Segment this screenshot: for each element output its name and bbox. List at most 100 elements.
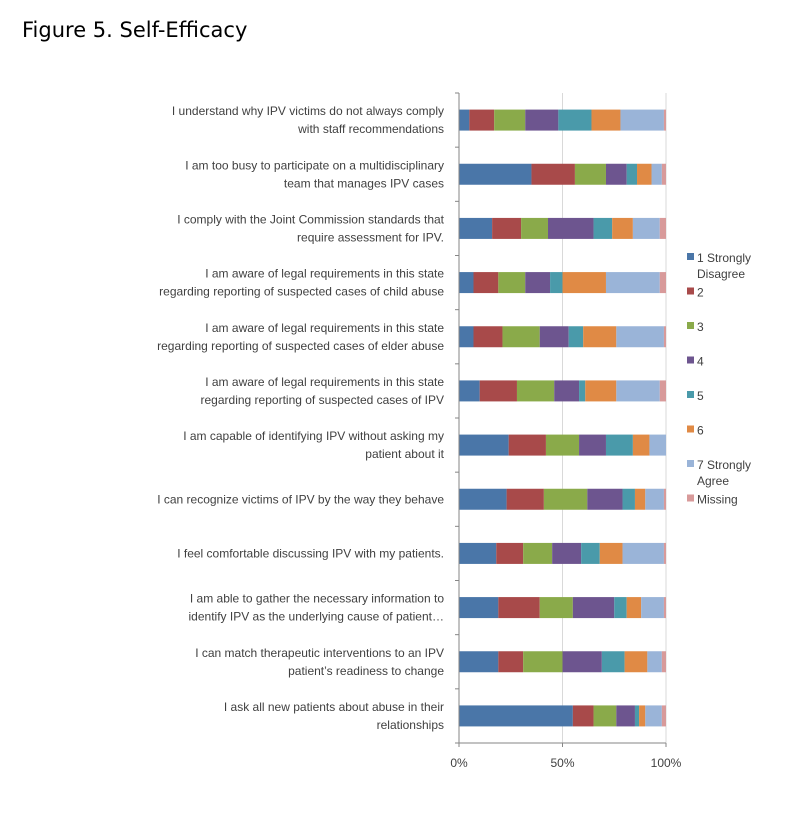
category-label: I am aware of legal requirements in this… [205, 267, 444, 281]
bar-segment [558, 109, 592, 131]
bar-segment [459, 597, 499, 619]
bar-segment [574, 163, 606, 185]
bar-segment [521, 217, 549, 239]
bar-segment [516, 380, 555, 402]
bar-segment [661, 651, 666, 673]
bar-segment [645, 488, 664, 510]
bar-segment [647, 651, 662, 673]
category-labels: I understand why IPV victims do not alwa… [157, 104, 445, 732]
bar-segment [562, 651, 602, 673]
bar-segment [659, 217, 666, 239]
bar-segment [473, 326, 503, 348]
bar-segment [459, 488, 507, 510]
bar-segment [601, 651, 625, 673]
legend-label: 1 Strongly [697, 251, 751, 265]
legend-swatch [687, 391, 694, 398]
category-label: team that manages IPV cases [284, 176, 444, 190]
category-label: I can match therapeutic interventions to… [195, 646, 444, 660]
bar-segment [624, 651, 648, 673]
bar-segment [479, 380, 517, 402]
bar-segment [663, 542, 666, 564]
bar-segment [523, 651, 563, 673]
category-label: I am able to gather the necessary inform… [190, 592, 444, 606]
category-label: regarding reporting of suspected cases o… [159, 285, 444, 299]
category-label: identify IPV as the underlying cause of … [189, 610, 445, 624]
bar-segment [498, 597, 540, 619]
bar-segment [659, 272, 666, 294]
legend-swatch [687, 356, 694, 364]
bar-segment [585, 380, 617, 402]
bar-segment [572, 705, 594, 727]
bar-segment [552, 542, 582, 564]
category-label: regarding reporting of suspected cases o… [157, 339, 444, 353]
bar-segment [605, 163, 627, 185]
bar-segment [459, 163, 532, 185]
bar-segment [634, 705, 640, 727]
legend-label: 7 Strongly [697, 458, 751, 472]
bar-segment [459, 651, 499, 673]
legend-swatch [687, 287, 694, 295]
bar-segment [548, 217, 594, 239]
category-label: I ask all new patients about abuse in th… [224, 700, 444, 714]
bar-segment [459, 542, 497, 564]
bar-segment [492, 217, 522, 239]
bar-segment [579, 434, 606, 456]
legend-label: 5 [697, 389, 704, 403]
bar-segment [459, 380, 480, 402]
bar-segment [593, 217, 613, 239]
x-tick-labels: 0% 50% 100% [450, 756, 681, 770]
bar-segment [583, 326, 617, 348]
bar-segment [554, 380, 580, 402]
bar-segment [579, 380, 586, 402]
bar-segment [562, 272, 606, 294]
legend-swatch [687, 425, 694, 433]
bar-segment [591, 109, 621, 131]
bar-segment [502, 326, 540, 348]
bar-segment [605, 272, 660, 294]
legend-swatch [687, 322, 694, 329]
category-label: I can recognize victims of IPV by the wa… [157, 492, 444, 506]
bar-segment [498, 651, 524, 673]
bar-segment [661, 163, 666, 185]
bar-segment [663, 326, 666, 348]
bar-segment [531, 163, 575, 185]
legend-label: 2 [697, 286, 704, 300]
bar-segment [459, 272, 474, 294]
bar-segment [459, 109, 470, 131]
x-tick-label: 100% [651, 756, 682, 770]
axes [455, 92, 667, 747]
category-label: patient’s readiness to change [288, 664, 444, 678]
legend: 1 Strongly Disagree 2 3 4 5 6 7 Strongly Agree Mi… [687, 251, 751, 507]
bar-segment [663, 488, 666, 510]
gridlines [562, 93, 667, 743]
bar-segment [459, 434, 509, 456]
bar-segment [572, 597, 615, 619]
bar-segment [593, 705, 617, 727]
bar-segment [545, 434, 580, 456]
bar-segment [469, 109, 495, 131]
bar-segment [473, 272, 499, 294]
bar-segment [525, 109, 559, 131]
bar-segment [498, 272, 526, 294]
bar-segment [496, 542, 524, 564]
bar-segment [641, 597, 664, 619]
category-label: I am too busy to participate on a multid… [185, 158, 444, 172]
bar-segment [663, 109, 666, 131]
legend-label: Agree [697, 474, 729, 488]
bar-segment [622, 542, 664, 564]
category-label: I am aware of legal requirements in this… [205, 375, 444, 389]
bar-segment [612, 217, 633, 239]
bar-segment [599, 542, 623, 564]
bar-segment [525, 272, 551, 294]
bar-segment [523, 542, 553, 564]
bar-segment [639, 705, 646, 727]
bar-segments [459, 109, 666, 727]
bar-segment [587, 488, 623, 510]
bar-segment [506, 488, 544, 510]
bar-segment [649, 434, 666, 456]
bar-segment [632, 434, 650, 456]
bar-segment [494, 109, 526, 131]
bar-segment [508, 434, 546, 456]
legend-label: Missing [697, 493, 738, 507]
